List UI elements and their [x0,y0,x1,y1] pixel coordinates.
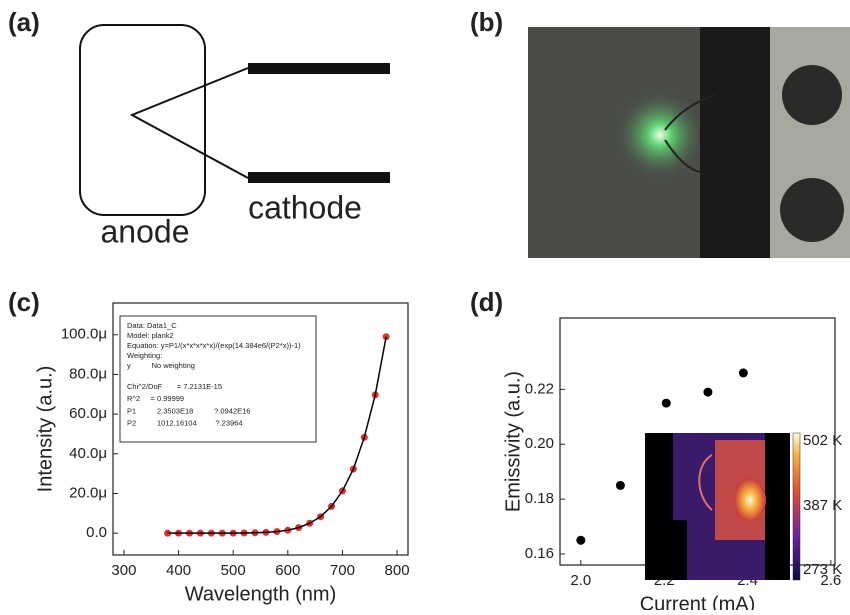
panel-label: (d) [470,287,503,317]
photo [528,27,850,258]
y-tick-label: 0.18 [525,490,554,507]
cathode-label: cathode [248,189,362,225]
fit-line: R^2 = 0.99999 [127,394,184,403]
fit-line: Model: plank2 [127,331,174,340]
fit-line [167,336,387,534]
panel-label: (a) [8,7,40,37]
fit-line: Chi^2/DoF = 7.2131E-15 [127,382,222,391]
fit-box [119,315,317,443]
x-axis-label: Current (mA) [640,593,756,610]
y-tick-label: 60.0μ [69,405,107,422]
data-point [576,535,586,545]
x-tick-label: 500 [221,562,246,579]
anode-label: anode [101,213,190,249]
plot-frame [112,302,409,556]
data-point [703,387,713,397]
cathode-bar [248,172,390,183]
y-tick-label: 0.22 [525,380,554,397]
x-tick-label: 700 [330,562,355,579]
fit-line: Data: Data1_C [127,321,177,330]
x-tick-label: 2.6 [820,572,841,589]
fit-line: P2 1012.16104 ?.23964 [127,419,243,428]
y-tick-label: 0.16 [525,545,554,562]
y-axis-label: Intensity (a.u.) [34,366,56,493]
thermal-inset [645,432,801,581]
x-axis-label: Wavelength (nm) [185,583,337,605]
y-tick-label: 0.20 [525,435,554,452]
fit-line: y No weighting [127,361,195,370]
fit-line: Equation: y=P1/(x*x*x*x*x)/(exp(14.384e6… [127,341,301,350]
panel-label: (b) [470,7,503,37]
y-tick-label: 20.0μ [69,484,107,501]
y-tick-label: 0.0 [86,524,107,541]
fit-line: P1 2.3503E18 ?.0942E16 [127,406,250,415]
x-tick-label: 400 [166,562,191,579]
colorbar-label: 273 K [803,561,842,578]
x-tick-label: 600 [275,562,300,579]
x-tick-label: 2.0 [570,572,591,589]
fit-line: Weighting: [127,351,162,360]
cathode-bar [248,63,390,74]
anode-shape [79,24,206,216]
x-tick-label: 800 [385,562,410,579]
x-tick-label: 300 [111,562,136,579]
data-point [661,398,671,408]
y-tick-label: 100.0μ [61,326,107,343]
data-point [615,480,625,490]
colorbar-label: 502 K [803,432,842,449]
panel-label: (c) [8,287,40,317]
colorbar-label: 387 K [803,497,842,514]
y-tick-label: 80.0μ [69,365,107,382]
y-axis-label: Emissivity (a.u.) [502,371,524,512]
data-point [738,368,748,378]
wire [129,67,249,179]
y-tick-label: 40.0μ [69,445,107,462]
